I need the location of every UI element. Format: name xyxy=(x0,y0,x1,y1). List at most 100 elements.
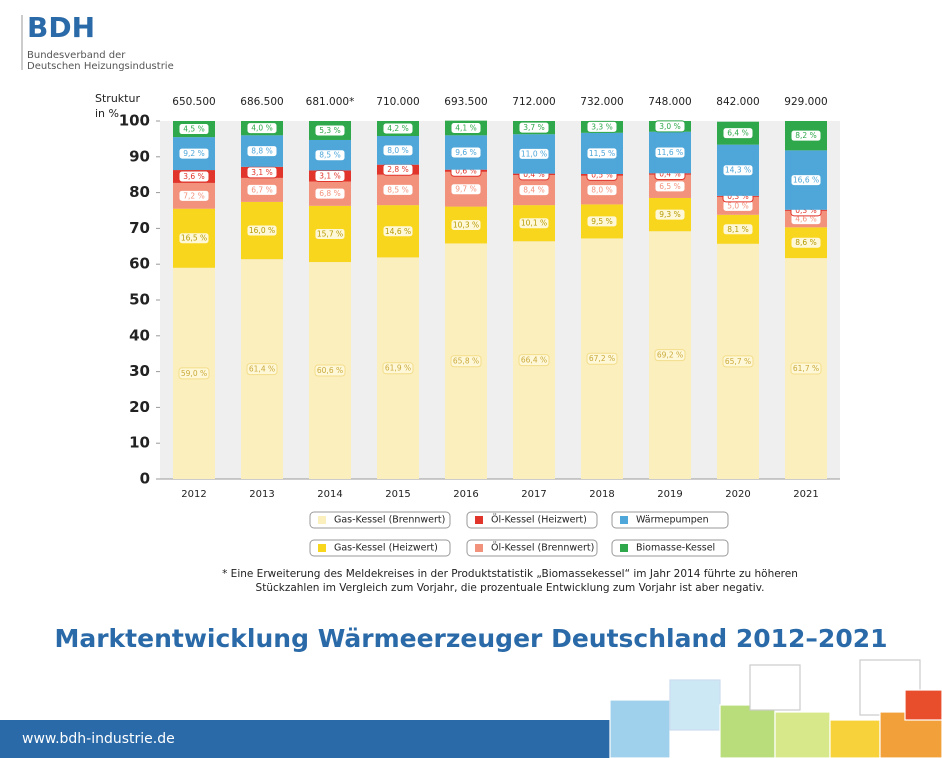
value-label: 10,3 % xyxy=(453,220,479,229)
value-label-bg xyxy=(654,180,686,193)
value-label-bg xyxy=(722,127,754,140)
value-label: 8,0 % xyxy=(591,186,612,195)
legend-swatch xyxy=(620,544,628,552)
legend-box xyxy=(309,539,451,557)
y-tick-label: 80 xyxy=(129,183,150,201)
value-label-bg xyxy=(246,166,278,179)
legend-box xyxy=(309,511,451,529)
y-tick-label: 10 xyxy=(129,434,150,452)
legend-box xyxy=(611,511,729,529)
footer-band xyxy=(0,720,610,758)
value-label-bg xyxy=(518,184,550,197)
value-label: 8,6 % xyxy=(795,238,816,247)
legend-label: Gas-Kessel (Heizwert) xyxy=(334,543,438,554)
total-label: 748.000 xyxy=(648,96,691,108)
value-label: 8,5 % xyxy=(387,185,408,194)
value-label-bg xyxy=(654,349,686,362)
total-label: 681.000* xyxy=(306,96,355,108)
value-label: 16,5 % xyxy=(181,234,207,243)
value-label-bg xyxy=(246,122,278,135)
legend-box xyxy=(611,539,729,557)
value-label: 0,4 % xyxy=(659,169,680,178)
total-label: 732.000 xyxy=(580,96,623,108)
value-label: 61,7 % xyxy=(793,364,819,373)
x-tick-label: 2014 xyxy=(317,489,342,500)
value-label-bg xyxy=(314,187,346,200)
value-label: 9,3 % xyxy=(659,210,680,219)
logo-text: Bundesverband der xyxy=(27,50,126,61)
value-label: 3,6 % xyxy=(183,172,204,181)
value-label: 4,5 % xyxy=(183,125,204,134)
value-label: 66,4 % xyxy=(521,356,547,365)
value-label-bg xyxy=(518,354,550,367)
value-label: 4,2 % xyxy=(387,124,408,133)
legend-label: Öl-Kessel (Brennwert) xyxy=(491,543,594,554)
value-label: 11,5 % xyxy=(589,149,615,158)
value-label: 0,4 % xyxy=(523,170,544,179)
value-label: 65,7 % xyxy=(725,357,751,366)
value-label: 4,1 % xyxy=(455,123,476,132)
value-label: 3,7 % xyxy=(523,123,544,132)
logo-text: Deutschen Heizungsindustrie xyxy=(27,61,174,72)
legend-label: Wärmepumpen xyxy=(636,515,709,526)
value-label: 4,0 % xyxy=(251,124,272,133)
value-label: 4,6 % xyxy=(795,215,816,224)
value-label: 59,0 % xyxy=(181,369,207,378)
value-label-bg xyxy=(722,164,754,177)
value-label: 60,6 % xyxy=(317,366,343,375)
legend-swatch xyxy=(318,544,326,552)
legend-label: Biomasse-Kessel xyxy=(636,543,715,554)
value-label-bg xyxy=(518,121,550,134)
value-label-bg xyxy=(178,123,210,136)
y-tick-label: 20 xyxy=(129,398,150,416)
value-label: 0,6 % xyxy=(455,166,476,175)
y-tick-label: 50 xyxy=(129,291,150,309)
legend-label: Öl-Kessel (Heizwert) xyxy=(491,515,587,526)
value-label: 9,2 % xyxy=(183,149,204,158)
y-tick-label: 60 xyxy=(129,255,150,273)
value-label-bg xyxy=(790,236,822,249)
value-label: 67,2 % xyxy=(589,354,615,363)
value-label: 6,8 % xyxy=(319,189,340,198)
value-label: 11,6 % xyxy=(657,148,683,157)
value-label: 0,3 % xyxy=(727,192,748,201)
value-label: 3,0 % xyxy=(659,122,680,131)
value-label: 9,5 % xyxy=(591,217,612,226)
value-label-bg xyxy=(450,183,482,196)
y-tick-label: 100 xyxy=(119,112,150,130)
value-label-bg xyxy=(790,129,822,142)
value-label: 15,7 % xyxy=(317,229,343,238)
x-tick-label: 2016 xyxy=(453,489,478,500)
x-tick-label: 2020 xyxy=(725,489,750,500)
logo-mark: BDH xyxy=(27,11,95,44)
value-label: 9,7 % xyxy=(455,185,476,194)
legend-swatch xyxy=(318,516,326,524)
legend-box xyxy=(466,511,598,529)
value-label-bg xyxy=(178,189,210,202)
value-label-bg xyxy=(382,122,414,135)
legend-swatch xyxy=(475,544,483,552)
value-label-bg xyxy=(314,364,346,377)
value-label-bg xyxy=(382,225,414,238)
value-label: 3,3 % xyxy=(591,122,612,131)
value-label: 8,5 % xyxy=(319,151,340,160)
y-tick-label: 40 xyxy=(129,326,150,344)
value-label: 16,6 % xyxy=(793,176,819,185)
x-tick-label: 2013 xyxy=(249,489,274,500)
x-tick-label: 2019 xyxy=(657,489,682,500)
value-label: 6,4 % xyxy=(727,129,748,138)
value-label-bg xyxy=(382,183,414,196)
value-label: 0,5 % xyxy=(591,170,612,179)
value-label-bg xyxy=(586,215,618,228)
legend-box xyxy=(466,539,598,557)
value-label-bg xyxy=(518,217,550,230)
footer-url: www.bdh-industrie.de xyxy=(22,731,175,747)
value-label-bg xyxy=(586,147,618,160)
total-label: 712.000 xyxy=(512,96,555,108)
value-label-bg xyxy=(246,224,278,237)
y-axis-label: in % xyxy=(95,107,119,120)
value-label-bg xyxy=(722,355,754,368)
value-label-bg xyxy=(246,183,278,196)
value-label-bg xyxy=(654,120,686,133)
